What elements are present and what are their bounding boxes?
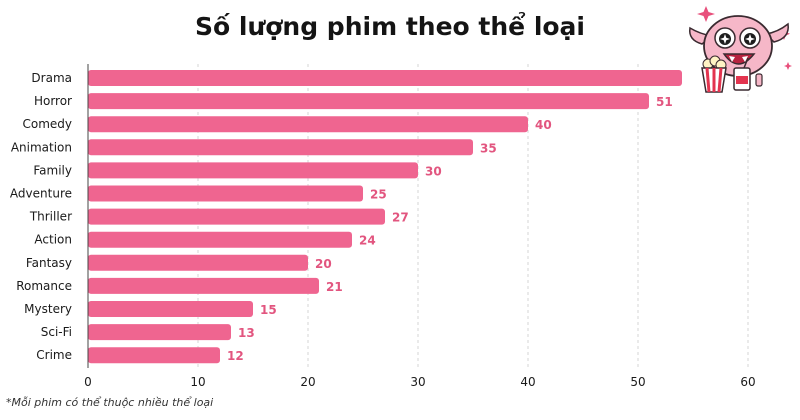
category-label: Thriller — [29, 210, 72, 224]
value-label: 15 — [260, 303, 277, 317]
bar — [88, 324, 231, 341]
x-tick-label: 50 — [630, 375, 645, 389]
category-label: Horror — [34, 94, 72, 108]
category-label: Action — [34, 233, 72, 247]
value-label: 27 — [392, 211, 409, 225]
value-label: 35 — [480, 141, 497, 155]
value-label: 40 — [535, 118, 552, 132]
category-label: Family — [33, 163, 72, 177]
category-label: Romance — [16, 279, 72, 293]
bar — [88, 185, 363, 202]
chart-title: Số lượng phim theo thể loại — [194, 12, 585, 41]
bar — [88, 93, 649, 110]
value-label: 13 — [238, 326, 255, 340]
bar — [88, 254, 308, 271]
category-label: Adventure — [10, 187, 72, 201]
bar — [88, 116, 528, 133]
value-label: 20 — [315, 257, 332, 271]
mascot-icon — [689, 6, 792, 93]
category-label: Comedy — [22, 117, 72, 131]
bar — [88, 347, 220, 364]
x-tick-label: 40 — [520, 375, 535, 389]
bar — [88, 208, 385, 225]
bar — [88, 231, 352, 248]
value-label: 51 — [656, 95, 673, 109]
value-label: 12 — [227, 349, 244, 363]
value-label: 30 — [425, 164, 442, 178]
category-label: Crime — [36, 348, 72, 362]
category-label: Animation — [11, 140, 72, 154]
x-tick-label: 30 — [410, 375, 425, 389]
category-labels: Drama Horror Comedy Animation Family Adventur… — [10, 71, 72, 362]
bar — [88, 162, 418, 179]
bar — [88, 70, 682, 86]
category-label: Drama — [31, 71, 72, 85]
category-label: Mystery — [24, 302, 72, 316]
bar — [88, 139, 473, 156]
x-tick-label: 0 — [84, 375, 92, 389]
value-labels: 51 40 35 30 25 27 24 20 21 15 13 12 — [227, 95, 673, 363]
x-tick-label: 20 — [300, 375, 315, 389]
bar — [88, 301, 253, 317]
bar — [88, 277, 319, 294]
x-tick-label: 10 — [190, 375, 205, 389]
value-label: 21 — [326, 280, 343, 294]
category-label: Sci-Fi — [41, 325, 72, 339]
value-label: 24 — [359, 234, 376, 248]
category-label: Fantasy — [26, 256, 72, 270]
x-tick-labels: 0 10 20 30 40 50 60 — [84, 375, 755, 389]
value-label: 25 — [370, 188, 387, 202]
bars — [88, 70, 682, 364]
x-tick-label: 60 — [740, 375, 755, 389]
footnote: *Mỗi phim có thể thuộc nhiều thể loại — [6, 396, 214, 409]
